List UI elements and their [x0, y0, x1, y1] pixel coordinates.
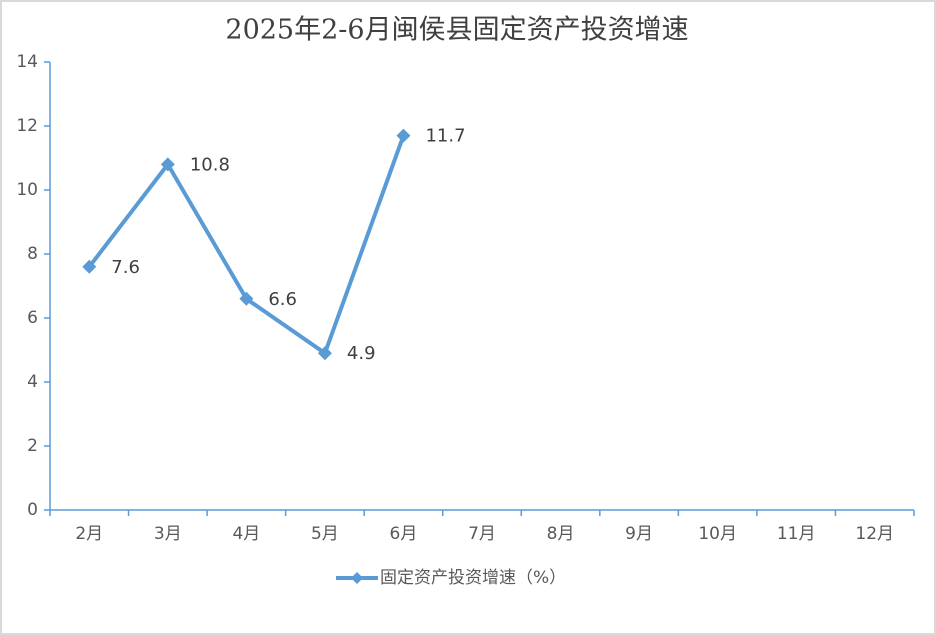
y-tick-label: 2: [27, 436, 38, 456]
y-tick-label: 10: [16, 180, 38, 200]
marker: [317, 346, 332, 361]
data-label: 6.6: [268, 289, 297, 310]
x-tick-label: 12月: [855, 524, 894, 544]
y-tick-label: 14: [16, 52, 38, 72]
x-tick-label: 11月: [777, 524, 816, 544]
x-tick-label: 2月: [75, 524, 103, 544]
x-tick-label: 5月: [311, 524, 339, 544]
y-tick-label: 6: [27, 308, 38, 328]
x-tick-label: 3月: [154, 524, 182, 544]
legend-label: 固定资产投资增速（%）: [380, 568, 566, 588]
x-tick-label: 4月: [232, 524, 260, 544]
y-tick-label: 12: [16, 116, 38, 136]
marker: [82, 259, 97, 274]
marker: [396, 128, 411, 143]
y-tick-label: 0: [27, 500, 38, 520]
marker: [160, 157, 175, 172]
x-tick-label: 10月: [698, 524, 737, 544]
x-tick-label: 8月: [547, 524, 575, 544]
x-tick-label: 9月: [625, 524, 653, 544]
data-label: 11.7: [425, 126, 465, 147]
data-label: 10.8: [190, 154, 230, 175]
y-tick-label: 8: [27, 244, 38, 264]
marker: [239, 291, 254, 306]
y-tick-label: 4: [27, 372, 38, 392]
data-label: 7.6: [111, 257, 140, 278]
x-tick-label: 6月: [390, 524, 418, 544]
x-tick-label: 7月: [468, 524, 496, 544]
chart-title: 2025年2-6月闽侯县固定资产投资增速: [225, 15, 688, 46]
legend-marker: [351, 572, 363, 584]
data-label: 4.9: [347, 343, 376, 364]
